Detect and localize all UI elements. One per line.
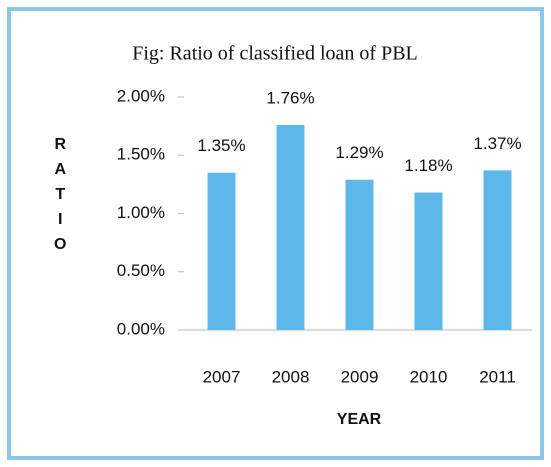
x-tick-label: 2007	[203, 367, 241, 386]
x-tick-label: 2011	[479, 367, 516, 386]
bar	[483, 170, 512, 330]
x-tick-label: 2010	[410, 367, 448, 386]
x-tick-label: 2009	[341, 367, 379, 386]
value-label: 1.35%	[197, 136, 245, 155]
value-label: 1.18%	[404, 156, 452, 175]
value-label: 1.37%	[473, 134, 521, 153]
y-tick-label: 1.50%	[117, 145, 165, 164]
chart-title: Fig: Ratio of classified loan of PBL	[132, 43, 418, 65]
bar	[276, 124, 305, 331]
y-tick-label: 1.00%	[117, 203, 165, 222]
x-tick-label: 2008	[272, 367, 310, 386]
y-axis-title: RATIO	[52, 136, 69, 261]
value-label: 1.29%	[335, 143, 383, 162]
y-tick-label: 0.50%	[117, 261, 165, 280]
frame	[7, 7, 544, 460]
y-tick-label: 0.00%	[117, 319, 165, 338]
x-axis-title: YEAR	[337, 411, 382, 428]
bar	[414, 192, 443, 330]
bar	[207, 172, 236, 330]
value-label: 1.76%	[266, 88, 314, 107]
y-tick-label: 2.00%	[117, 86, 165, 105]
bar	[345, 179, 374, 330]
